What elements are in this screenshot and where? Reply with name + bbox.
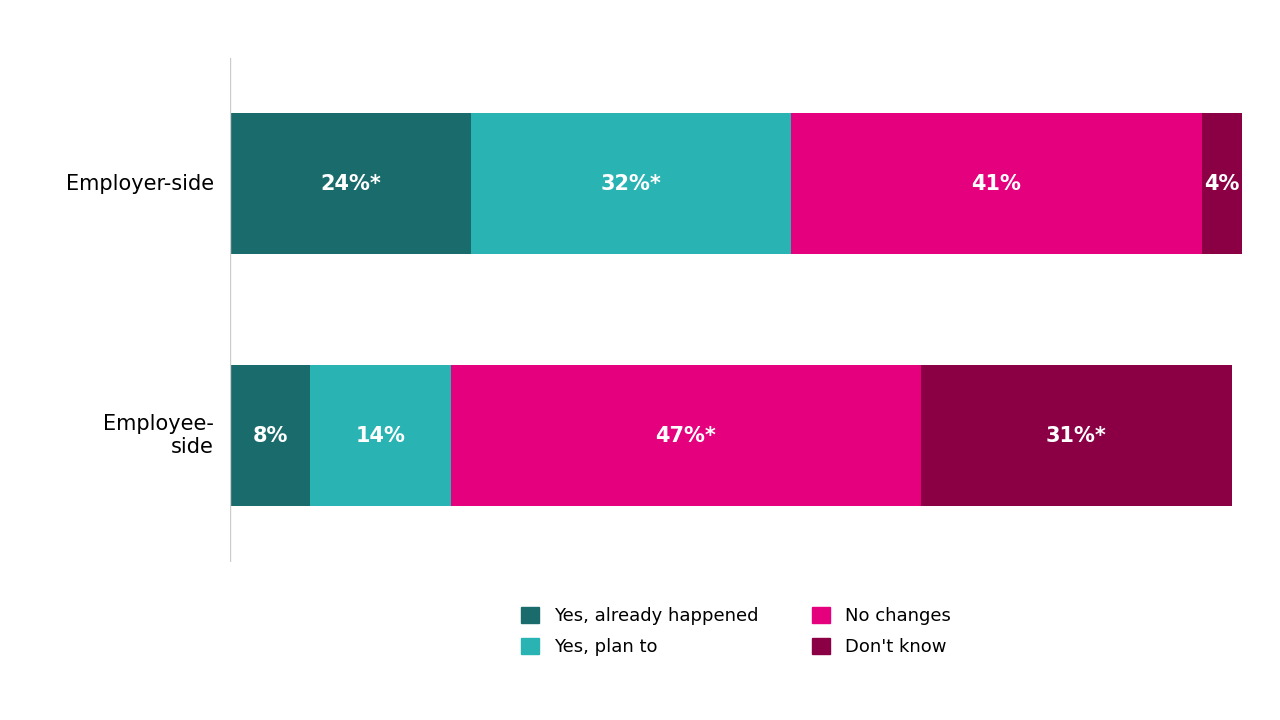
- Text: 32%*: 32%*: [600, 174, 662, 194]
- Bar: [791, 113, 1202, 254]
- Text: 41%: 41%: [972, 174, 1021, 194]
- Bar: [451, 365, 922, 506]
- Bar: [471, 113, 791, 254]
- Text: 14%: 14%: [356, 426, 406, 446]
- Text: 24%*: 24%*: [320, 174, 381, 194]
- Legend: Yes, already happened, Yes, plan to, No changes, Don't know: Yes, already happened, Yes, plan to, No …: [515, 600, 957, 663]
- Bar: [230, 113, 471, 254]
- Text: 47%*: 47%*: [655, 426, 717, 446]
- Bar: [230, 365, 311, 506]
- Text: 31%*: 31%*: [1046, 426, 1107, 446]
- Bar: [311, 365, 451, 506]
- Bar: [1202, 113, 1242, 254]
- Text: 4%: 4%: [1204, 174, 1239, 194]
- Bar: [922, 365, 1231, 506]
- Text: 8%: 8%: [252, 426, 288, 446]
